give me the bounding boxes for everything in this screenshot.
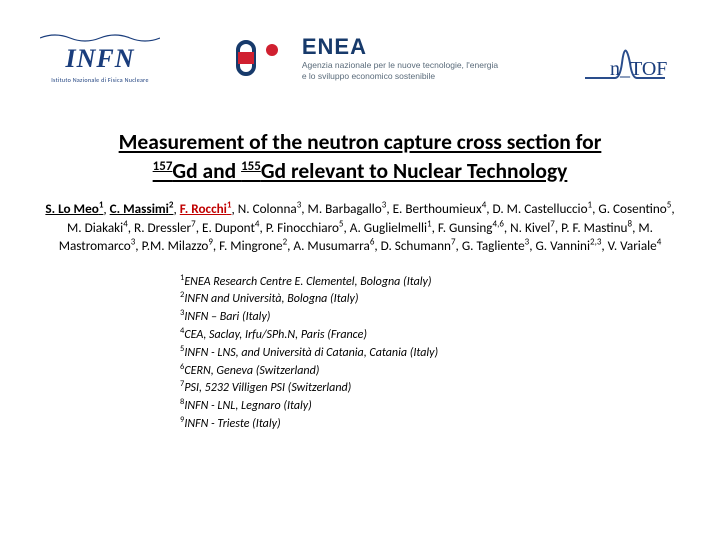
affil-item: 3INFN – Bari (Italy) (180, 308, 720, 326)
infn-logo: INFN Istituto Nazionale di Fisica Nuclea… (30, 32, 170, 84)
enea-desc-line1: Agenzia nazionale per le nuove tecnologi… (302, 60, 498, 71)
affil-item: 5INFN - LNS, and Università di Catania, … (180, 344, 720, 362)
ntof-curve-icon: n_TOF (580, 33, 670, 83)
page-title: Measurement of the neutron capture cross… (0, 128, 720, 186)
title-iso2-sup: 155 (241, 159, 261, 174)
ntof-text: n_TOF (610, 58, 667, 80)
infn-wave-icon (40, 32, 160, 44)
affiliation-list: 1ENEA Research Centre E. Clementel, Bolo… (0, 273, 720, 433)
affil-item: 4CEA, Saclay, Irfu/SPh.N, Paris (France) (180, 326, 720, 344)
enea-logo: ENEA Agenzia nazionale per le nuove tecn… (170, 34, 560, 81)
affil-item: 7PSI, 5232 Villigen PSI (Switzerland) (180, 379, 720, 397)
affil-item: 8INFN - LNL, Legnaro (Italy) (180, 397, 720, 415)
title-iso2: Gd relevant to Nuclear Technology (261, 158, 567, 184)
title-iso1-sup: 157 (153, 159, 173, 174)
author-presenter-2: C. Massimi2 (110, 200, 174, 217)
infn-text: INFN (65, 44, 134, 74)
affil-item: 6CERN, Geneva (Switzerland) (180, 362, 720, 380)
affil-item: 1ENEA Research Centre E. Clementel, Bolo… (180, 273, 720, 291)
title-iso1: Gd and (172, 158, 241, 184)
enea-mark-icon (232, 38, 292, 78)
infn-subtitle: Istituto Nazionale di Fisica Nucleare (51, 76, 149, 84)
ntof-logo: n_TOF (560, 33, 690, 83)
enea-text: ENEA (302, 34, 498, 60)
logo-row: INFN Istituto Nazionale di Fisica Nuclea… (0, 0, 720, 110)
author-speaker: F. Rocchi1 (180, 200, 232, 217)
affil-item: 2INFN and Università, Bologna (Italy) (180, 290, 720, 308)
affil-item: 9INFN - Trieste (Italy) (180, 415, 720, 433)
author-presenter-1: S. Lo Meo1 (45, 200, 103, 217)
author-list: S. Lo Meo1, C. Massimi2, F. Rocchi1, N. … (0, 200, 720, 255)
title-line1: Measurement of the neutron capture cross… (119, 129, 602, 155)
enea-desc-line2: e lo sviluppo economico sostenibile (302, 71, 498, 82)
